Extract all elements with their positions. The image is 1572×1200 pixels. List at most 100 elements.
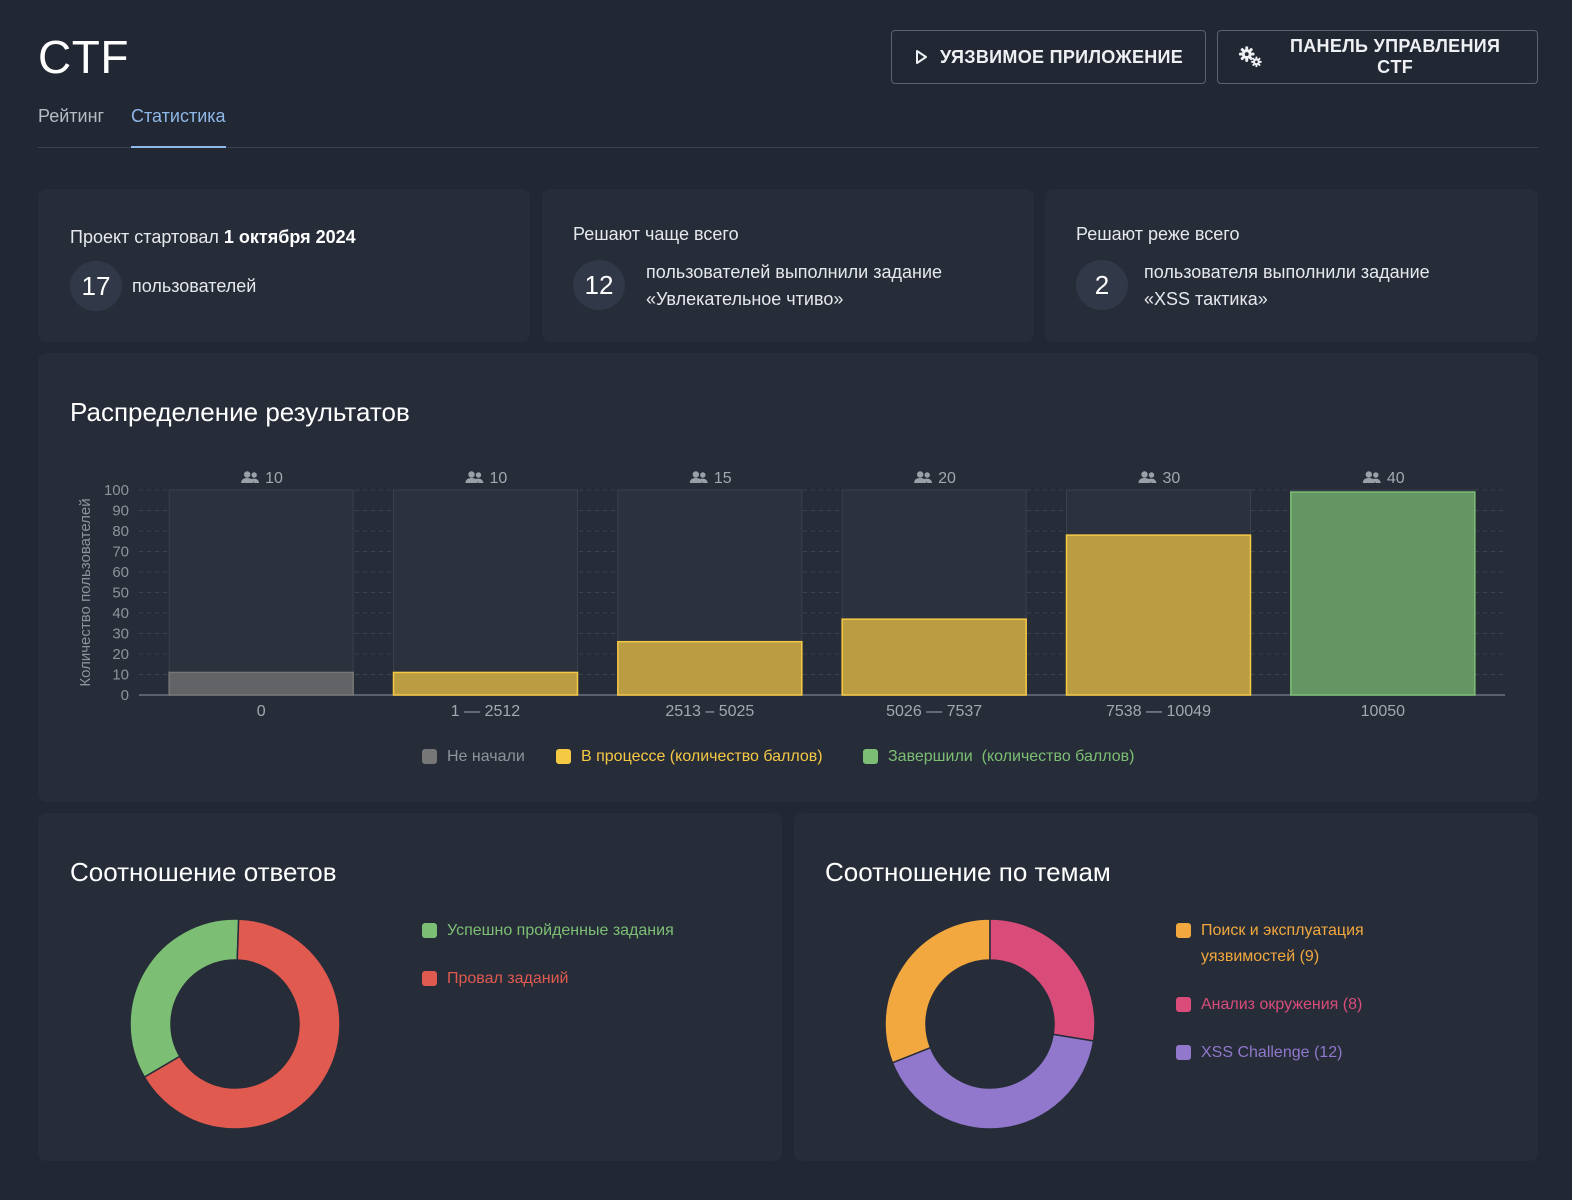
- bar-user-count: 20: [938, 470, 956, 487]
- donut-slice[interactable]: [989, 918, 1096, 1042]
- donut-slice[interactable]: [143, 918, 341, 1130]
- legend-environment-label: Анализ окружения (8): [1201, 996, 1363, 1013]
- most-solved-title: Решают чаще всего: [573, 224, 739, 244]
- vulnerable-app-button[interactable]: УЯЗВИМОЕ ПРИЛОЖЕНИЕ: [891, 30, 1206, 84]
- ctf-control-panel-button[interactable]: ПАНЕЛЬ УПРАВЛЕНИЯ CTF: [1217, 30, 1538, 84]
- legend-swatch-green: [863, 749, 878, 764]
- vulnerable-app-label: УЯЗВИМОЕ ПРИЛОЖЕНИЕ: [940, 46, 1184, 67]
- donut-slice[interactable]: [884, 918, 991, 1064]
- legend-swatch-orange: [1176, 923, 1191, 938]
- legend-not-started[interactable]: Не начали: [422, 744, 525, 770]
- bar[interactable]: [1290, 491, 1476, 696]
- tab-statistics[interactable]: Статистика: [131, 100, 226, 148]
- y-tick-label: 50: [112, 585, 129, 602]
- tab-bar: Рейтинг Статистика: [38, 100, 1538, 148]
- tab-rating[interactable]: Рейтинг: [38, 106, 105, 126]
- most-solved-line1: пользователей выполнили задание: [646, 262, 943, 282]
- bar[interactable]: [1065, 534, 1252, 696]
- x-tick-label: 0: [257, 703, 266, 720]
- legend-exploitation-line2: уязвимостей (9): [1201, 948, 1320, 965]
- donut-slice[interactable]: [891, 1033, 1095, 1130]
- ctf-control-panel-label: ПАНЕЛЬ УПРАВЛЕНИЯ CTF: [1289, 36, 1501, 77]
- project-start-prefix: Проект стартовал: [70, 227, 219, 247]
- users-icon: [465, 471, 484, 483]
- least-solved-text: пользователя выполнили задание «XSS такт…: [1144, 259, 1430, 313]
- answers-ratio-card: Соотношение ответов Успешно пройденные з…: [38, 813, 782, 1161]
- bar-user-count: 15: [714, 470, 732, 487]
- answers-ratio-title: Соотношение ответов: [70, 857, 337, 887]
- y-tick-label: 40: [112, 605, 129, 622]
- legend-not-started-label: Не начали: [447, 748, 525, 765]
- project-start-text: Проект стартовал 1 октября 2024: [70, 227, 356, 248]
- y-axis-label: Количество пользователей: [77, 498, 94, 686]
- users-icon: [1138, 471, 1157, 483]
- bar-background: [168, 489, 354, 696]
- y-tick-label: 30: [112, 626, 129, 643]
- users-icon: [914, 471, 933, 483]
- most-solved-text: пользователей выполнили задание «Увлекат…: [646, 259, 942, 313]
- y-tick-label: 10: [112, 667, 129, 684]
- legend-xss[interactable]: XSS Challenge (12): [1176, 1040, 1342, 1066]
- answers-donut-chart: [129, 918, 341, 1130]
- legend-swatch-gray: [422, 749, 437, 764]
- least-solved-card: Решают реже всего 2 пользователя выполни…: [1045, 189, 1538, 342]
- y-tick-label: 80: [112, 523, 129, 540]
- legend-success-label: Успешно пройденные задания: [447, 922, 674, 939]
- legend-swatch-pink: [1176, 997, 1191, 1012]
- legend-swatch-yellow: [556, 749, 571, 764]
- least-solved-line1: пользователя выполнили задание: [1144, 262, 1430, 282]
- bar[interactable]: [392, 671, 579, 696]
- x-tick-label: 1 — 2512: [451, 703, 520, 720]
- users-count-label: пользователей: [132, 276, 257, 296]
- legend-swatch-red: [422, 971, 437, 986]
- most-solved-count-badge: 12: [573, 260, 625, 310]
- y-tick-label: 20: [112, 646, 129, 663]
- least-solved-title: Решают реже всего: [1076, 224, 1240, 244]
- project-start-date: 1 октября 2024: [223, 227, 356, 247]
- bar-user-count: 10: [490, 470, 508, 487]
- app-title: CTF: [38, 31, 129, 83]
- legend-xss-label: XSS Challenge (12): [1201, 1044, 1343, 1061]
- bar-user-count: 10: [265, 470, 283, 487]
- topics-donut-chart: [884, 918, 1096, 1130]
- legend-success[interactable]: Успешно пройденные задания: [422, 918, 674, 944]
- legend-swatch-green: [422, 923, 437, 938]
- bar-user-count: 30: [1163, 470, 1181, 487]
- legend-environment[interactable]: Анализ окружения (8): [1176, 992, 1362, 1018]
- most-solved-task-name: «Увлекательное чтиво»: [646, 289, 844, 309]
- legend-fail[interactable]: Провал заданий: [422, 966, 568, 992]
- legend-exploitation-line1: Поиск и эксплуатация: [1201, 922, 1364, 939]
- y-tick-label: 100: [104, 482, 129, 499]
- legend-in-progress-label: В процессе (количество баллов): [581, 748, 823, 765]
- y-tick-label: 0: [121, 687, 129, 704]
- x-tick-label: 10050: [1361, 703, 1406, 720]
- distribution-card: Распределение результатов 0 10 20 30 40 50 60 7…: [38, 353, 1538, 802]
- y-tick-label: 70: [112, 544, 129, 561]
- legend-completed-label: Завершили (количество баллов): [888, 748, 1135, 765]
- least-solved-count-badge: 2: [1076, 260, 1128, 310]
- y-tick-label: 90: [112, 503, 129, 520]
- legend-exploitation[interactable]: Поиск и эксплуатация уязвимостей (9): [1176, 918, 1364, 970]
- distribution-title: Распределение результатов: [70, 397, 410, 427]
- x-tick-label: 5026 — 7537: [886, 703, 982, 720]
- legend-completed[interactable]: Завершили (количество баллов): [863, 744, 1134, 770]
- legend-in-progress[interactable]: В процессе (количество баллов): [556, 744, 823, 770]
- gears-icon: [1238, 46, 1262, 68]
- project-start-card: Проект стартовал 1 октября 2024 17 польз…: [38, 189, 530, 342]
- legend-fail-label: Провал заданий: [447, 970, 569, 987]
- topics-ratio-card: Соотношение по темам Поиск и эксплуатаци…: [794, 813, 1538, 1161]
- bar[interactable]: [841, 618, 1027, 696]
- play-icon: [916, 50, 927, 64]
- bar[interactable]: [168, 671, 354, 696]
- y-tick-label: 60: [112, 564, 129, 581]
- x-tick-label: 7538 — 10049: [1106, 703, 1211, 720]
- most-solved-card: Решают чаще всего 12 пользователей выпол…: [542, 189, 1034, 342]
- bar-background: [393, 489, 578, 696]
- legend-exploitation-label: Поиск и эксплуатация уязвимостей (9): [1201, 918, 1364, 970]
- bar-user-count: 40: [1387, 470, 1405, 487]
- legend-swatch-purple: [1176, 1045, 1191, 1060]
- bar[interactable]: [617, 640, 803, 696]
- least-solved-task-name: «XSS тактика»: [1144, 289, 1268, 309]
- donut-slice[interactable]: [129, 918, 240, 1079]
